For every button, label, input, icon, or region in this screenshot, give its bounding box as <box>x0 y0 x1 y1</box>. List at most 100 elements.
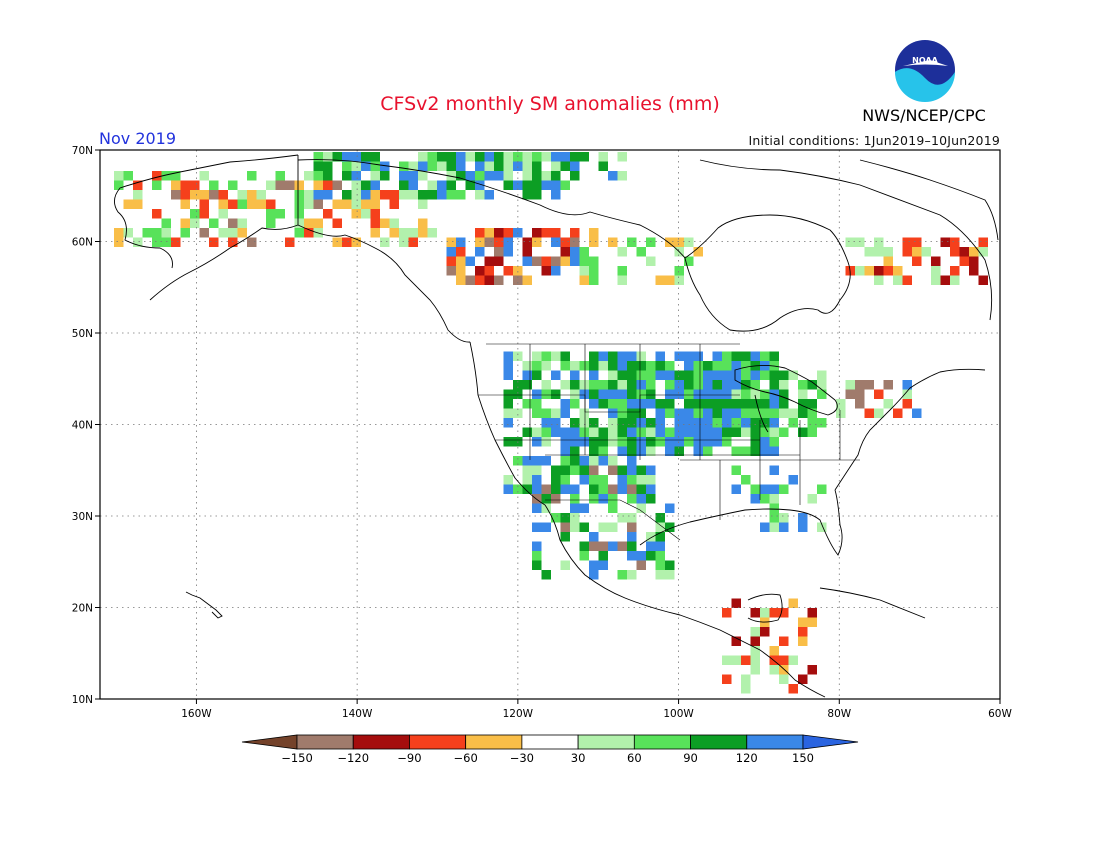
anomaly-cell <box>779 608 789 618</box>
anomaly-cell <box>532 560 542 570</box>
anomaly-cell <box>608 361 618 371</box>
anomaly-cell <box>798 427 808 437</box>
anomaly-cell <box>503 247 513 257</box>
anomaly-cell <box>693 437 703 447</box>
anomaly-cell <box>560 237 570 247</box>
anomaly-cell <box>674 237 684 247</box>
lon-tick-label: 80W <box>827 708 851 720</box>
colorbar-segment <box>746 734 804 750</box>
anomaly-cell <box>475 152 485 162</box>
anomaly-cell <box>522 475 532 485</box>
anomaly-cell <box>551 256 561 266</box>
anomaly-cell <box>722 655 732 665</box>
anomaly-cell <box>370 190 380 200</box>
anomaly-cell <box>570 380 580 390</box>
anomaly-cell <box>180 199 190 209</box>
lat-lon-grid <box>100 150 1000 699</box>
anomaly-cell <box>522 161 532 171</box>
anomaly-cell <box>798 627 808 637</box>
anomaly-cell <box>351 209 361 219</box>
anomaly-cell <box>560 456 570 466</box>
colorbar: −150 −120 −90 −60 −30 30 60 90 120 150 <box>241 734 859 765</box>
anomaly-cell <box>646 256 656 266</box>
anomaly-cell <box>836 408 846 418</box>
anomaly-cell <box>769 513 779 523</box>
anomaly-cell <box>465 256 475 266</box>
anomaly-cell <box>636 503 646 513</box>
anomaly-cell <box>513 408 523 418</box>
anomaly-cell <box>807 608 817 618</box>
anomaly-cell <box>532 427 542 437</box>
anomaly-cell <box>646 380 656 390</box>
anomaly-cell <box>912 237 922 247</box>
anomaly-cell <box>541 351 551 361</box>
anomaly-cell <box>237 228 247 238</box>
anomaly-cell <box>589 399 599 409</box>
anomaly-cell <box>342 199 352 209</box>
anomaly-cell <box>503 399 513 409</box>
anomaly-cell <box>266 199 276 209</box>
anomaly-cell <box>351 199 361 209</box>
lat-tick-label: 50N <box>72 328 93 340</box>
anomaly-cell <box>969 266 979 276</box>
anomaly-cell <box>589 266 599 276</box>
anomaly-cell <box>636 408 646 418</box>
anomaly-cell <box>655 361 665 371</box>
colorbar-segment <box>465 734 523 750</box>
anomaly-cell <box>266 180 276 190</box>
anomaly-cell <box>541 418 551 428</box>
anomaly-cell <box>218 209 228 219</box>
anomaly-cell <box>636 361 646 371</box>
anomaly-cell <box>560 484 570 494</box>
anomaly-cell <box>617 541 627 551</box>
anomaly-cell <box>674 266 684 276</box>
colorbar-high-arrow <box>802 734 859 750</box>
anomaly-cell <box>560 180 570 190</box>
anomaly-cell <box>798 513 808 523</box>
anomaly-cell <box>855 399 865 409</box>
anomaly-cell <box>864 247 874 257</box>
anomaly-cell <box>522 180 532 190</box>
anomaly-cell <box>484 275 494 285</box>
anomaly-cell <box>475 237 485 247</box>
lon-tick-label: 140W <box>342 708 373 720</box>
anomaly-cell <box>684 427 694 437</box>
anomaly-cell <box>693 380 703 390</box>
anomaly-cell <box>522 427 532 437</box>
anomaly-cell <box>190 180 200 190</box>
anomaly-cell <box>627 570 637 580</box>
anomaly-cell <box>570 247 580 257</box>
anomaly-cell <box>598 484 608 494</box>
anomaly-cell <box>741 408 751 418</box>
anomaly-cell <box>589 370 599 380</box>
anomaly-cell <box>570 437 580 447</box>
anomaly-cell <box>190 218 200 228</box>
anomaly-cell <box>541 256 551 266</box>
anomaly-cell <box>513 275 523 285</box>
anomaly-cell <box>608 437 618 447</box>
anomaly-cell <box>427 152 437 162</box>
anomaly-cell <box>323 161 333 171</box>
anomaly-cell <box>570 484 580 494</box>
anomaly-cell <box>703 437 713 447</box>
anomaly-cell <box>437 190 447 200</box>
anomaly-cell <box>684 361 694 371</box>
anomaly-cell <box>769 351 779 361</box>
anomaly-cell <box>484 171 494 181</box>
anomaly-cell <box>969 256 979 266</box>
anomaly-cell <box>532 389 542 399</box>
anomaly-cell <box>560 560 570 570</box>
anomaly-cell <box>589 427 599 437</box>
anomaly-cell <box>646 465 656 475</box>
anomaly-cell <box>380 161 390 171</box>
anomaly-cell <box>760 408 770 418</box>
anomaly-cell <box>570 522 580 532</box>
noaa-logo: NOAA <box>895 40 955 102</box>
anomaly-cell <box>123 228 133 238</box>
anomaly-cell <box>541 570 551 580</box>
anomaly-cell <box>769 503 779 513</box>
anomaly-cell <box>294 180 304 190</box>
anomaly-cell <box>617 380 627 390</box>
anomaly-cell <box>636 389 646 399</box>
anomaly-cell <box>294 190 304 200</box>
